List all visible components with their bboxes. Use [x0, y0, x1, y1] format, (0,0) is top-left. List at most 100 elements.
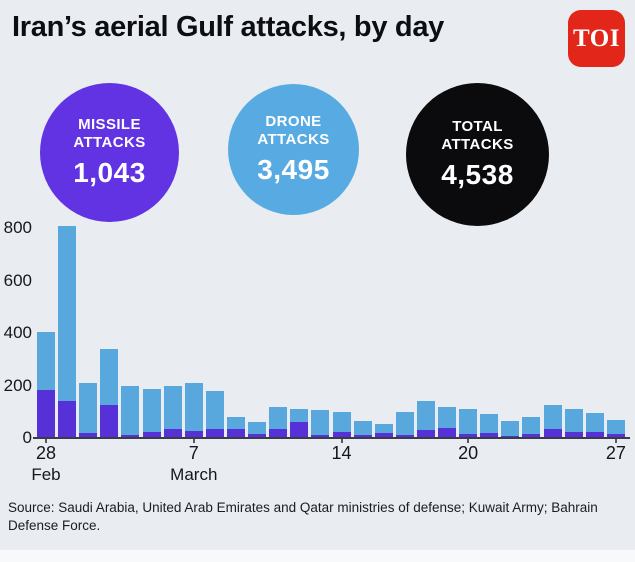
- bar-drone-segment: [226, 417, 245, 430]
- x-tick-label: 7: [188, 443, 199, 463]
- bar: [205, 390, 224, 438]
- bar: [100, 348, 119, 438]
- bar-missile-segment: [353, 435, 372, 438]
- bar-missile-segment: [416, 430, 435, 438]
- y-tick-label: 600: [3, 270, 32, 290]
- bar: [501, 420, 520, 438]
- bar: [248, 422, 267, 438]
- bar-drone-segment: [205, 390, 224, 430]
- bar-drone-segment: [332, 411, 351, 432]
- bar-drone-segment: [459, 409, 478, 434]
- x-tick-mark: [340, 439, 343, 443]
- bar-missile-segment: [332, 431, 351, 438]
- bar-drone-segment: [290, 409, 309, 423]
- bar: [332, 411, 351, 438]
- stat-circle-missile: MISSILE ATTACKS 1,043: [40, 83, 179, 222]
- bar: [184, 382, 203, 438]
- bar-drone-segment: [395, 411, 414, 435]
- bar-drone-segment: [564, 409, 583, 432]
- stat-label-missile: MISSILE ATTACKS: [73, 115, 146, 151]
- bar-drone-segment: [416, 401, 435, 431]
- source-note: Source: Saudi Arabia, United Arab Emirat…: [8, 500, 598, 533]
- toi-logo-text: TOI: [573, 24, 620, 52]
- bar: [395, 411, 414, 438]
- stat-label-total: TOTAL ATTACKS: [441, 117, 514, 153]
- bar-missile-segment: [79, 433, 98, 438]
- stat-value-missile: 1,043: [73, 157, 146, 189]
- bar-drone-segment: [480, 414, 499, 434]
- bar-missile-segment: [311, 434, 330, 438]
- bar-drone-segment: [142, 389, 161, 432]
- bar: [226, 417, 245, 438]
- bar-missile-segment: [269, 429, 288, 438]
- bar-drone-segment: [374, 423, 393, 433]
- y-tick-label: 400: [3, 323, 32, 342]
- bar-missile-segment: [459, 433, 478, 438]
- stat-label-drone: DRONE ATTACKS: [257, 112, 330, 148]
- bar: [606, 419, 625, 438]
- bar-missile-segment: [564, 431, 583, 438]
- bar: [121, 385, 140, 438]
- stat-value-total: 4,538: [441, 159, 514, 191]
- x-tick-sub-label: Feb: [31, 465, 61, 484]
- bar-missile-segment: [248, 434, 267, 438]
- bar-drone-segment: [438, 406, 457, 429]
- bar: [79, 382, 98, 438]
- stat-circle-drone: DRONE ATTACKS 3,495: [228, 84, 359, 215]
- x-tick-label: 14: [331, 443, 352, 463]
- bar-drone-segment: [311, 410, 330, 435]
- bar-missile-segment: [480, 433, 499, 438]
- bar: [438, 406, 457, 438]
- bar-drone-segment: [522, 417, 541, 434]
- bar: [269, 406, 288, 438]
- bar-missile-segment: [163, 429, 182, 438]
- bar-drone-segment: [121, 385, 140, 435]
- bar-plot: [37, 225, 628, 438]
- bar: [311, 410, 330, 438]
- bar-drone-segment: [58, 225, 77, 402]
- bar-missile-segment: [522, 433, 541, 438]
- bar-missile-segment: [142, 431, 161, 438]
- bar-missile-segment: [395, 434, 414, 438]
- bar: [58, 225, 77, 438]
- x-tick-mark: [614, 439, 617, 443]
- x-tick-mark: [192, 439, 195, 443]
- bar-missile-segment: [37, 389, 55, 438]
- bar-drone-segment: [79, 382, 98, 434]
- bar-drone-segment: [163, 385, 182, 430]
- x-tick-label: 27: [605, 443, 626, 463]
- bar-drone-segment: [501, 420, 520, 436]
- x-tick-mark: [467, 439, 470, 443]
- bar: [374, 423, 393, 438]
- bar-drone-segment: [269, 406, 288, 430]
- bar-missile-segment: [121, 434, 140, 438]
- footer-strip: [0, 550, 635, 562]
- bar-missile-segment: [184, 430, 203, 438]
- bar-drone-segment: [100, 348, 119, 406]
- bar: [459, 409, 478, 438]
- x-tick-mark: [45, 439, 47, 443]
- bar-drone-segment: [37, 331, 55, 390]
- y-tick-label: 200: [3, 375, 32, 395]
- bar: [480, 414, 499, 438]
- x-tick-label: 28: [35, 443, 57, 463]
- x-tick-sub-label: March: [170, 465, 218, 484]
- bar-missile-segment: [585, 431, 604, 438]
- bar-drone-segment: [606, 419, 625, 434]
- bar: [37, 331, 55, 438]
- bar: [564, 409, 583, 438]
- bar: [163, 385, 182, 438]
- bar-missile-segment: [501, 435, 520, 438]
- bar-drone-segment: [353, 420, 372, 436]
- bar: [416, 401, 435, 438]
- bar-drone-segment: [543, 405, 562, 430]
- bar-drone-segment: [248, 422, 267, 435]
- bar-drone-segment: [184, 382, 203, 431]
- bar-missile-segment: [290, 422, 309, 438]
- bar-missile-segment: [543, 429, 562, 438]
- bar: [142, 389, 161, 438]
- bar: [290, 409, 309, 438]
- bar-missile-segment: [438, 428, 457, 438]
